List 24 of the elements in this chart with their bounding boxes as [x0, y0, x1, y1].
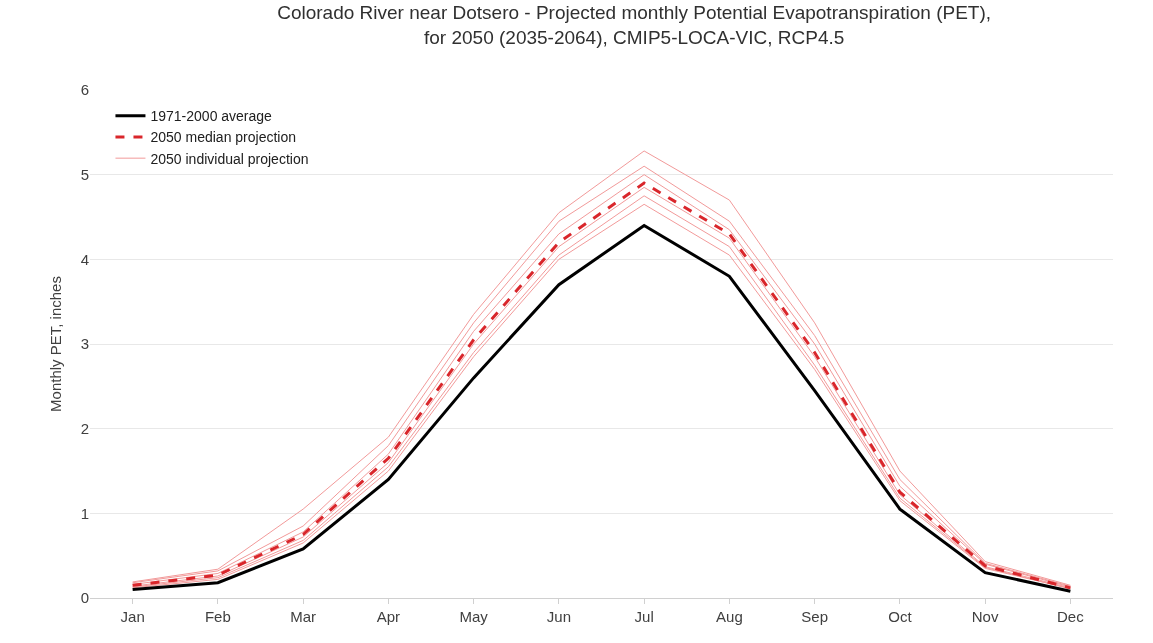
y-tick-label: 4 — [80, 250, 89, 268]
x-tick-label: Jan — [120, 608, 145, 625]
x-tick-label: Mar — [290, 608, 317, 625]
legend-label: 2050 median projection — [150, 129, 297, 146]
legend-label: 2050 individual projection — [150, 150, 309, 167]
y-tick-label: 5 — [80, 165, 89, 183]
x-tick-label: Dec — [1057, 608, 1085, 625]
x-tick-label: Sep — [801, 608, 828, 625]
x-tick-label: Apr — [376, 608, 401, 625]
y-tick-label: 6 — [80, 81, 89, 99]
y-tick-label: 0 — [80, 589, 89, 607]
x-tick-label: Jul — [634, 608, 654, 625]
x-tick-label: Jun — [546, 608, 571, 625]
y-tick-label: 2 — [80, 419, 89, 437]
y-tick-label: 3 — [80, 335, 89, 353]
x-tick-label: Oct — [888, 608, 913, 625]
x-tick-label: May — [459, 608, 489, 625]
legend-label: 1971-2000 average — [150, 108, 273, 125]
x-tick-label: Nov — [971, 608, 999, 625]
chart-title: Colorado River near Dotsero - Projected monthly Potential Evapotranspiration (PET), for 2050 (2035-2064), CMIP5-LOCA-VIC, RCP4.5 — [277, 2, 992, 48]
x-tick-label: Feb — [204, 608, 231, 625]
y-tick-label: 1 — [80, 504, 89, 522]
x-tick-label: Aug — [716, 608, 743, 625]
y-axis-title: Monthly PET, inches — [46, 276, 64, 412]
